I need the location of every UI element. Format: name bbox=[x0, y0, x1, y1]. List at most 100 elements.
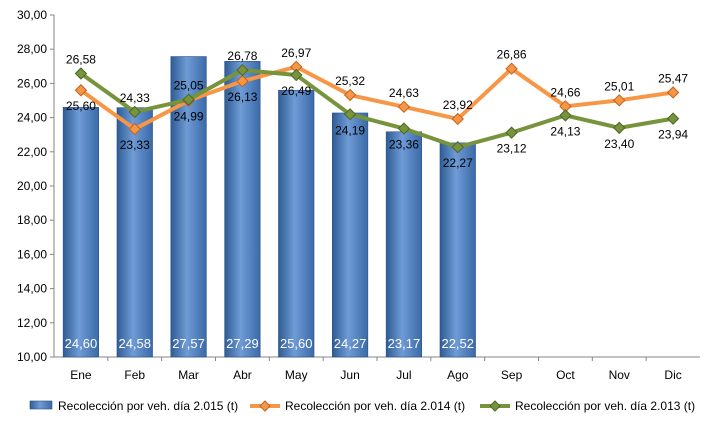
line-value-label: 23,92 bbox=[443, 98, 473, 112]
legend-item: Recolección por veh. día 2.014 (t) bbox=[250, 399, 465, 413]
bar-feb bbox=[116, 107, 153, 358]
bar-series bbox=[62, 56, 476, 358]
y-tick-label: 14,00 bbox=[17, 282, 47, 296]
data-labels: 24,60 24,58 27,57 27,29 25,60 24,27 23,17 22,52… bbox=[65, 46, 689, 351]
line-marker-2013 bbox=[290, 68, 303, 82]
bar-value-label: 24,27 bbox=[334, 336, 367, 351]
bar-value-label: 24,60 bbox=[65, 336, 98, 351]
bar-jun bbox=[332, 112, 369, 358]
line-value-label: 26,49 bbox=[281, 84, 311, 98]
x-tick-label: Abr bbox=[233, 368, 252, 382]
line-value-label: 25,32 bbox=[335, 74, 365, 88]
line-value-label: 24,66 bbox=[550, 85, 580, 99]
line-marker-2013 bbox=[128, 105, 141, 119]
y-tick-label: 26,00 bbox=[17, 76, 47, 90]
legend-item: Recolección por veh. día 2.013 (t) bbox=[480, 399, 695, 413]
line-value-label: 24,99 bbox=[174, 110, 204, 124]
legend-marker bbox=[259, 400, 271, 412]
y-tick-label: 24,00 bbox=[17, 111, 47, 125]
line-value-label: 24,33 bbox=[120, 91, 150, 105]
line-value-label: 25,60 bbox=[66, 99, 96, 113]
y-tick-label: 22,00 bbox=[17, 145, 47, 159]
line-marker-2013 bbox=[236, 63, 249, 77]
line-marker-2013 bbox=[559, 109, 572, 122]
legend-label: Recolección por veh. día 2.015 (t) bbox=[58, 399, 238, 413]
axes: 10,00 12,00 14,00 16,00 18,00 20,00 22,00 24,00… bbox=[17, 8, 700, 382]
x-tick-label: Sep bbox=[501, 368, 523, 382]
line-marker-2014 bbox=[505, 62, 518, 75]
line-2014 bbox=[79, 64, 674, 132]
line-value-label: 24,63 bbox=[389, 86, 419, 100]
y-tick-label: 30,00 bbox=[17, 8, 47, 22]
line-marker-2013 bbox=[505, 126, 518, 139]
line-marker-2013 bbox=[343, 108, 357, 121]
bar-ene bbox=[62, 107, 99, 358]
line-marker-2013 bbox=[451, 140, 464, 154]
bar-ago bbox=[439, 142, 476, 358]
bar-abr bbox=[224, 61, 261, 358]
line-2013 bbox=[79, 68, 674, 150]
legend: Recolección por veh. día 2.015 (t) Recole… bbox=[29, 399, 695, 413]
x-tick-label: Jun bbox=[340, 368, 359, 382]
line-value-label: 26,13 bbox=[227, 90, 257, 104]
x-tick-label: Ago bbox=[447, 368, 469, 382]
line-marker-2014 bbox=[613, 94, 626, 107]
line-marker-2013 bbox=[74, 67, 88, 80]
line-value-label: 22,27 bbox=[443, 156, 473, 170]
line-value-label: 26,97 bbox=[281, 46, 311, 60]
line-marker-2014 bbox=[128, 122, 141, 136]
y-tick-label: 12,00 bbox=[17, 316, 47, 330]
line-value-label: 24,13 bbox=[550, 124, 580, 138]
bar-value-label: 27,29 bbox=[226, 336, 259, 351]
bar-value-label: 24,58 bbox=[118, 336, 151, 351]
line-value-label: 23,33 bbox=[120, 138, 150, 152]
y-tick-label: 28,00 bbox=[17, 42, 47, 56]
x-tick-label: May bbox=[285, 368, 308, 382]
line-value-label: 25,47 bbox=[658, 71, 688, 85]
x-tick-label: Jul bbox=[396, 368, 411, 382]
bar-may bbox=[278, 89, 315, 358]
line-value-label: 26,86 bbox=[497, 48, 527, 62]
x-tick-label: Feb bbox=[124, 368, 145, 382]
line-marker-2014 bbox=[451, 112, 464, 126]
y-tick-label: 18,00 bbox=[17, 213, 47, 227]
x-tick-label: Oct bbox=[556, 368, 575, 382]
line-marker-2013 bbox=[182, 93, 195, 106]
legend-item: Recolección por veh. día 2.015 (t) bbox=[29, 399, 238, 413]
line-value-label: 23,12 bbox=[497, 142, 527, 156]
line-value-label: 23,36 bbox=[389, 138, 419, 152]
legend-bar-swatch bbox=[29, 400, 53, 410]
x-tick-label: Ene bbox=[70, 368, 92, 382]
line-value-label: 25,01 bbox=[604, 79, 634, 93]
legend-label: Recolección por veh. día 2.013 (t) bbox=[515, 399, 695, 413]
y-tick-label: 20,00 bbox=[17, 179, 47, 193]
line-value-label: 23,40 bbox=[604, 137, 634, 151]
line-value-label: 24,19 bbox=[335, 123, 365, 137]
line-marker-2013 bbox=[613, 121, 626, 135]
line-value-label: 26,58 bbox=[66, 52, 96, 66]
bar-jul bbox=[385, 131, 422, 358]
bar-value-label: 25,60 bbox=[280, 336, 313, 351]
bar-value-label: 23,17 bbox=[388, 336, 421, 351]
line-marker-2014 bbox=[397, 100, 411, 114]
line-marker-2014 bbox=[236, 74, 249, 88]
y-tick-label: 16,00 bbox=[17, 247, 47, 261]
line-series bbox=[74, 60, 680, 154]
line-value-label: 23,94 bbox=[658, 128, 688, 142]
x-tick-label: Nov bbox=[609, 368, 630, 382]
x-tick-label: Mar bbox=[178, 368, 199, 382]
line-marker-2013 bbox=[666, 112, 680, 125]
legend-marker bbox=[489, 400, 501, 412]
x-tick-label: Dic bbox=[664, 368, 681, 382]
line-value-label: 26,78 bbox=[227, 49, 257, 63]
line-marker-2014 bbox=[343, 88, 357, 102]
y-tick-label: 10,00 bbox=[17, 350, 47, 364]
line-marker-2014 bbox=[74, 84, 88, 97]
bar-value-label: 22,52 bbox=[441, 336, 474, 351]
bar-value-label: 27,57 bbox=[172, 336, 205, 351]
line-marker-2014 bbox=[666, 86, 680, 99]
legend-label: Recolección por veh. día 2.014 (t) bbox=[285, 399, 465, 413]
line-marker-2013 bbox=[397, 122, 411, 135]
line-value-label: 25,05 bbox=[174, 79, 204, 93]
